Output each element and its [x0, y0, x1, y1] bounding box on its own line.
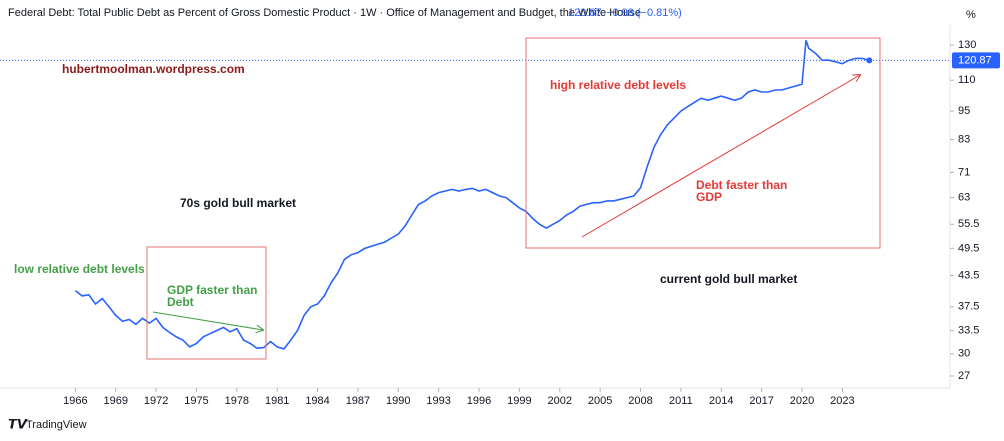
y-tick-label: 55.5 — [958, 218, 979, 230]
arrow — [581, 75, 860, 238]
x-tick-label: 2005 — [588, 395, 612, 407]
annotation: GDP faster than — [167, 283, 257, 297]
annotation: current gold bull market — [660, 272, 797, 286]
y-tick-label: 130 — [958, 39, 976, 51]
y-unit: % — [966, 9, 976, 21]
annotation: low relative debt levels — [14, 262, 145, 276]
highlight-box — [525, 37, 881, 249]
y-tick-label: 63 — [958, 191, 970, 203]
x-tick-label: 2014 — [709, 395, 733, 407]
x-tick-label: 2017 — [749, 395, 773, 407]
price-tag-label: 120.87 — [958, 54, 992, 66]
y-tick-label: 83 — [958, 133, 970, 145]
annotation: hubertmoolman.wordpress.com — [62, 62, 245, 76]
annotation: Debt faster than — [696, 178, 787, 192]
chart-title: Federal Debt: Total Public Debt as Perce… — [8, 7, 641, 19]
plot-area — [0, 40, 950, 350]
y-tick-label: 33.5 — [958, 324, 979, 336]
header-last-value: 120.87 — [568, 7, 602, 19]
x-tick-label: 2002 — [548, 395, 572, 407]
y-tick-label: 71 — [958, 166, 970, 178]
brand-logo: 𝙏𝙑 — [8, 416, 28, 431]
y-tick-label: 49.5 — [958, 242, 979, 254]
x-tick-label: 1990 — [386, 395, 410, 407]
x-tick-label: 1999 — [507, 395, 531, 407]
x-tick-label: 1987 — [346, 395, 370, 407]
x-tick-label: 1975 — [184, 395, 208, 407]
x-tick-label: 1969 — [103, 395, 127, 407]
annotation: Debt — [167, 295, 194, 309]
y-tick-label: 95 — [958, 105, 970, 117]
x-tick-label: 2020 — [790, 395, 814, 407]
y-tick-label: 43.5 — [958, 269, 979, 281]
annotation: 70s gold bull market — [180, 196, 296, 210]
y-tick-label: 27 — [958, 370, 970, 382]
y-tick-label: 37.5 — [958, 301, 979, 313]
arrow — [152, 311, 263, 330]
x-tick-label: 2011 — [669, 395, 693, 407]
annotation: GDP — [696, 190, 722, 204]
x-tick-label: 1981 — [265, 395, 289, 407]
last-point — [866, 57, 873, 64]
x-tick-label: 1993 — [426, 395, 450, 407]
x-tick-label: 1984 — [305, 395, 329, 407]
x-tick-label: 2008 — [628, 395, 652, 407]
x-tick-label: 1972 — [144, 395, 168, 407]
x-tick-label: 1978 — [225, 395, 249, 407]
highlight-box — [146, 246, 267, 360]
x-tick-label: 1996 — [467, 395, 491, 407]
x-tick-label: 1966 — [63, 395, 87, 407]
header-change: −0.98 (−0.81%) — [606, 7, 682, 19]
price-tag — [952, 52, 1000, 69]
x-tick-label: 2023 — [830, 395, 854, 407]
brand: TradingView — [26, 419, 87, 431]
data-line — [74, 40, 870, 350]
annotation: high relative debt levels — [550, 78, 686, 92]
y-tick-label: 110 — [958, 74, 976, 86]
y-tick-label: 30 — [958, 348, 970, 360]
